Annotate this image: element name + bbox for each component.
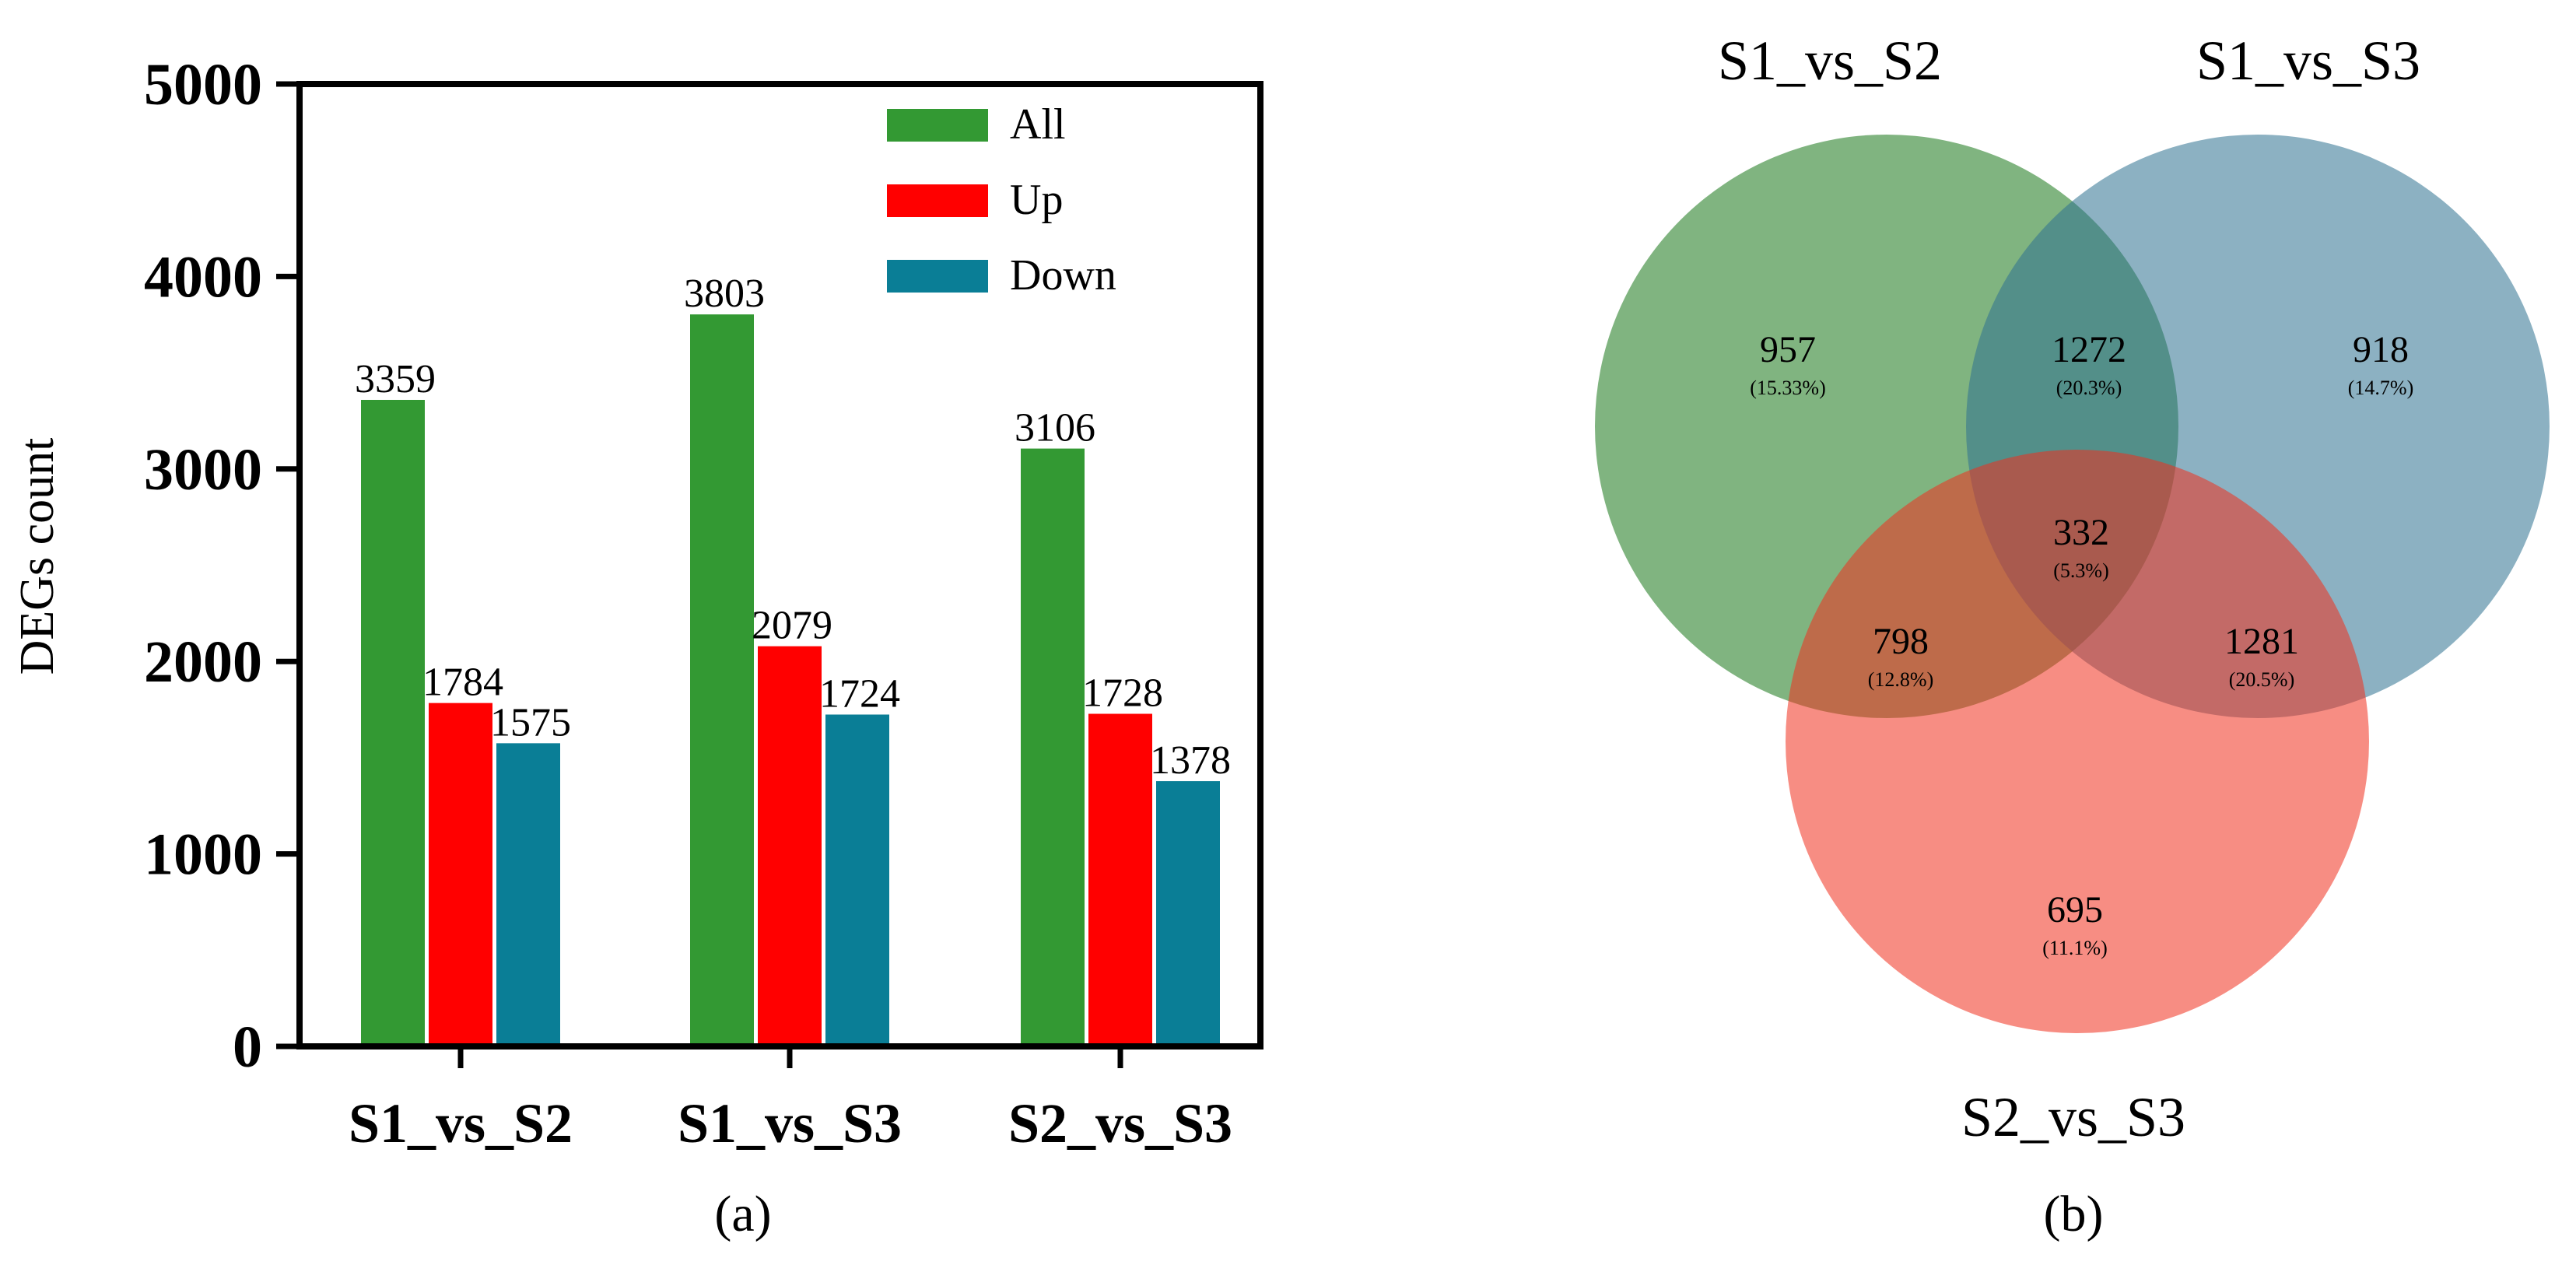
venn-set-labels: S1_vs_S2 S1_vs_S3 S2_vs_S3 (1718, 30, 2420, 1148)
bar-all-s2_vs_s3 (1021, 448, 1085, 1046)
x-tick-label: S1_vs_S3 (678, 1092, 902, 1155)
y-tick-label: 5000 (144, 52, 262, 117)
legend-label-down: Down (1010, 251, 1116, 300)
legend-swatch-down (887, 260, 988, 293)
venn-region-percent: (20.3%) (2056, 377, 2122, 399)
bar-value-label: 2079 (752, 604, 832, 648)
y-tick-label: 0 (233, 1014, 262, 1080)
venn-region-count: 332 (2053, 512, 2109, 553)
venn-region-count: 1272 (2052, 329, 2126, 370)
bar-up-s2_vs_s3 (1088, 713, 1152, 1046)
x-tick-label: S2_vs_S3 (1008, 1092, 1232, 1155)
bar-down-s1_vs_s2 (496, 743, 560, 1046)
venn-set-label: S1_vs_S3 (2196, 30, 2420, 92)
bar-value-label: 3106 (1015, 406, 1095, 450)
bar-up-s1_vs_s3 (758, 646, 822, 1046)
x-tick-label: S1_vs_S2 (349, 1092, 573, 1155)
venn-region-count: 798 (1873, 621, 1929, 662)
venn-region-count: 957 (1760, 329, 1816, 370)
bar-all-s1_vs_s3 (690, 314, 754, 1046)
bar-value-label: 3803 (684, 272, 765, 316)
bar-value-label: 1378 (1150, 738, 1231, 783)
venn-region-percent: (12.8%) (1868, 668, 1933, 691)
legend-swatch-all (887, 109, 988, 142)
venn-region-labels: 957 (15.33%) 1272 (20.3%) 918 (14.7%) 332 (5.3%… (1750, 329, 2413, 959)
bar-down-s2_vs_s3 (1156, 781, 1220, 1046)
bar-up-s1_vs_s2 (429, 703, 492, 1046)
bar-chart-legend: All Up Down (887, 100, 1116, 300)
bar-value-label: 1724 (819, 671, 900, 716)
bar-chart-y-ticks: 0 1000 2000 3000 4000 5000 (144, 52, 300, 1080)
y-tick-label: 2000 (144, 629, 262, 695)
bar-chart-x-ticks: S1_vs_S2 S1_vs_S3 S2_vs_S3 (349, 1046, 1232, 1155)
venn-circle-s2-vs-s3 (1786, 450, 2369, 1033)
bar-all-s1_vs_s2 (361, 399, 425, 1046)
y-tick-label: 3000 (144, 437, 262, 503)
bar-value-label: 1575 (490, 700, 571, 745)
y-axis-label: DEGs count (11, 438, 64, 675)
venn-circles (1595, 135, 2550, 1033)
legend-label-up: Up (1010, 176, 1063, 224)
plot-frame (296, 81, 1263, 1049)
venn-set-label: S2_vs_S3 (1961, 1086, 2185, 1148)
venn-region-percent: (11.1%) (2042, 937, 2108, 959)
bar-value-label: 1784 (422, 661, 503, 705)
bar-value-label: 3359 (355, 357, 436, 401)
venn-set-label: S1_vs_S2 (1718, 30, 1942, 92)
panel-label-a: (a) (714, 1186, 771, 1242)
bar-value-label: 1728 (1082, 671, 1163, 715)
y-tick-label: 1000 (144, 822, 262, 888)
bar-chart-bars (361, 314, 1220, 1046)
venn-region-percent: (20.5%) (2229, 668, 2294, 691)
venn-region-count: 695 (2047, 889, 2103, 930)
venn-region-count: 1281 (2224, 621, 2299, 662)
y-tick-label: 4000 (144, 244, 262, 310)
bar-down-s1_vs_s3 (825, 714, 889, 1046)
venn-diagram-panel: S1_vs_S2 S1_vs_S3 S2_vs_S3 957 (15.33%) 1272… (1595, 30, 2550, 1242)
venn-region-percent: (15.33%) (1750, 377, 1825, 399)
legend-swatch-up (887, 184, 988, 217)
bar-chart-axes (296, 81, 1263, 1049)
venn-region-percent: (14.7%) (2348, 377, 2413, 399)
venn-region-count: 918 (2353, 329, 2409, 370)
panel-label-b: (b) (2044, 1186, 2104, 1242)
venn-region-percent: (5.3%) (2053, 559, 2108, 582)
legend-label-all: All (1010, 100, 1066, 149)
